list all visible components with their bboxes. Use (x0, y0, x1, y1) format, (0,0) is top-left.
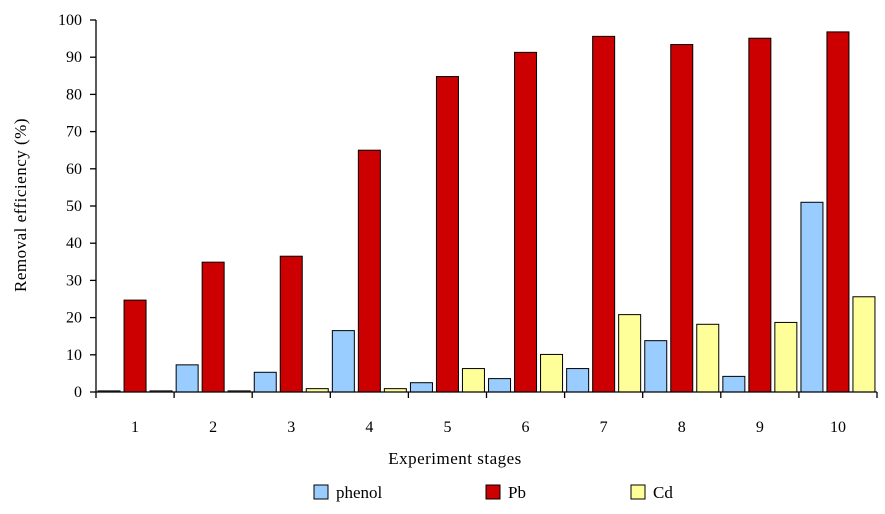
y-tick-label: 80 (66, 86, 82, 103)
bar-cd-stage-9 (774, 321, 798, 393)
bar-pb-stage-8 (670, 44, 694, 393)
x-axis-title: Experiment stages (388, 449, 522, 468)
bar-pb-stage-7 (592, 35, 616, 393)
bar-pb-stage-4 (357, 149, 381, 393)
y-tick-label: 40 (66, 235, 82, 252)
bar-phenol-stage-6 (488, 378, 512, 393)
x-tick-label: 5 (443, 419, 451, 436)
bar-cd-stage-8 (696, 323, 720, 393)
x-axis: 1 2 3 4 5 6 7 8 9 10 (95, 391, 878, 436)
bar-cd-stage-7 (618, 314, 642, 393)
plot-area (97, 31, 876, 393)
bar-phenol-stage-4 (331, 330, 355, 393)
x-tick-label: 6 (522, 419, 530, 436)
bar-phenol-stage-8 (644, 340, 668, 393)
bar-phenol-stage-3 (253, 371, 277, 393)
bar-cd-stage-6 (540, 353, 564, 393)
legend-swatch-phenol (313, 484, 329, 500)
x-tick-label: 7 (600, 419, 608, 436)
legend-swatch-pb (485, 484, 501, 500)
bar-pb-stage-5 (435, 76, 459, 393)
legend-label-phenol: phenol (336, 483, 383, 502)
bar-pb-stage-9 (748, 37, 772, 393)
bar-pb-stage-10 (826, 31, 850, 393)
legend-label-cd: Cd (653, 483, 673, 502)
y-tick-label: 100 (58, 12, 82, 29)
legend-swatch-cd (630, 484, 646, 500)
legend: phenol Pb Cd (313, 483, 673, 502)
bar-cd-stage-5 (461, 368, 485, 393)
bar-phenol-stage-2 (175, 364, 199, 393)
y-tick-label: 0 (74, 384, 82, 401)
bar-pb-stage-6 (514, 51, 538, 393)
y-tick-label: 50 (66, 198, 82, 215)
bar-phenol-stage-10 (800, 201, 824, 393)
bar-phenol-stage-9 (722, 375, 746, 393)
y-tick-label: 20 (66, 310, 82, 327)
legend-label-pb: Pb (508, 483, 526, 502)
x-tick-label: 8 (678, 419, 686, 436)
y-axis-title: Removal efficiency (%) (11, 118, 30, 292)
x-tick-label: 9 (756, 419, 764, 436)
y-tick-label: 10 (66, 347, 82, 364)
x-tick-label: 3 (287, 419, 295, 436)
x-tick-label: 10 (830, 419, 846, 436)
x-tick-label: 2 (209, 419, 217, 436)
y-tick-label: 60 (66, 161, 82, 178)
bar-phenol-stage-5 (409, 382, 433, 393)
bar-pb-stage-3 (279, 255, 303, 393)
bar-pb-stage-1 (123, 299, 147, 393)
y-tick-label: 90 (66, 49, 82, 66)
bar-cd-stage-10 (852, 296, 876, 393)
bar-phenol-stage-7 (566, 368, 590, 393)
x-tick-label: 4 (365, 419, 373, 436)
bar-pb-stage-2 (201, 261, 225, 393)
y-tick-label: 30 (66, 272, 82, 289)
y-tick-label: 70 (66, 124, 82, 141)
x-tick-label: 1 (131, 419, 139, 436)
y-axis: 0 10 20 30 40 50 60 70 80 90 100 (58, 12, 97, 401)
